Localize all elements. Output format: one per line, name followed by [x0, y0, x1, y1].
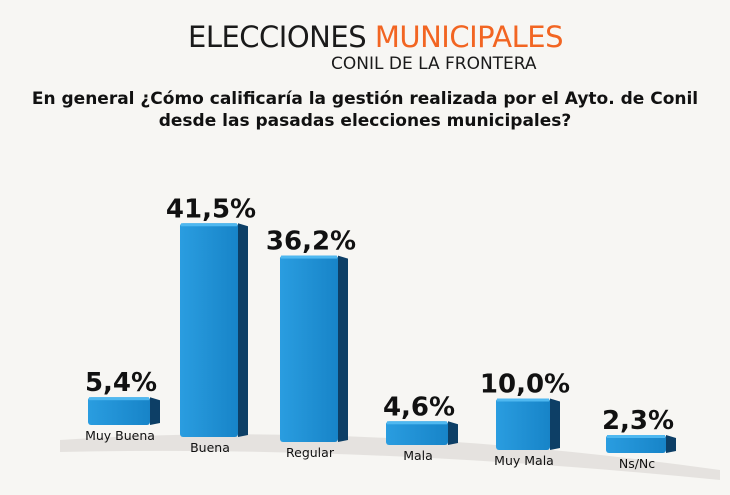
bar-side-3: [448, 421, 458, 445]
bar-front-1: [180, 223, 238, 437]
value-label: 2,3%: [602, 406, 674, 436]
bar-front-5: [606, 435, 666, 453]
bar-top-3: [387, 421, 447, 425]
bar-side-5: [666, 435, 676, 453]
value-label: 41,5%: [166, 194, 256, 224]
value-label: 10,0%: [480, 370, 570, 400]
page-subtitle: CONIL DE LA FRONTERA: [331, 54, 537, 74]
bar-top-1: [181, 223, 237, 227]
title-part-2: MUNICIPALES: [374, 20, 564, 54]
floor-shadow: [60, 434, 720, 480]
bar-side-1: [238, 223, 248, 437]
bar-side-0: [150, 397, 160, 425]
bar-side-2: [338, 255, 348, 442]
value-label: 5,4%: [85, 368, 157, 398]
bar-top-2: [281, 255, 337, 259]
category-label: Muy Mala: [494, 453, 554, 468]
bar-side-4: [550, 398, 560, 450]
bar-top-4: [497, 398, 549, 402]
value-label: 36,2%: [266, 227, 356, 257]
bar-top-0: [89, 397, 149, 401]
category-label: Ns/Nc: [619, 456, 655, 471]
bar-front-2: [280, 255, 338, 442]
category-label: Regular: [286, 445, 335, 460]
value-label: 4,6%: [383, 392, 455, 422]
title-part-1: ELECCIONES: [188, 20, 367, 54]
bar-front-3: [386, 421, 448, 445]
bar-top-5: [607, 435, 665, 438]
category-label: Muy Buena: [85, 428, 155, 443]
question-text: En general ¿Cómo calificaría la gestión …: [31, 89, 699, 131]
category-label: Buena: [190, 440, 230, 455]
chart-question: En general ¿Cómo calificaría la gestión …: [0, 88, 730, 132]
category-label: Mala: [403, 448, 433, 463]
bar-front-0: [88, 397, 150, 425]
bar-front-4: [496, 398, 550, 450]
page-title: ELECCIONES MUNICIPALES: [188, 20, 563, 54]
